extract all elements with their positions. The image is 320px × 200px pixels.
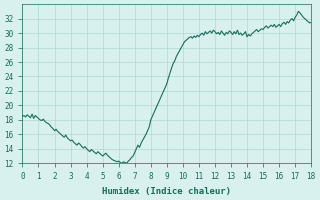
X-axis label: Humidex (Indice chaleur): Humidex (Indice chaleur): [102, 187, 231, 196]
